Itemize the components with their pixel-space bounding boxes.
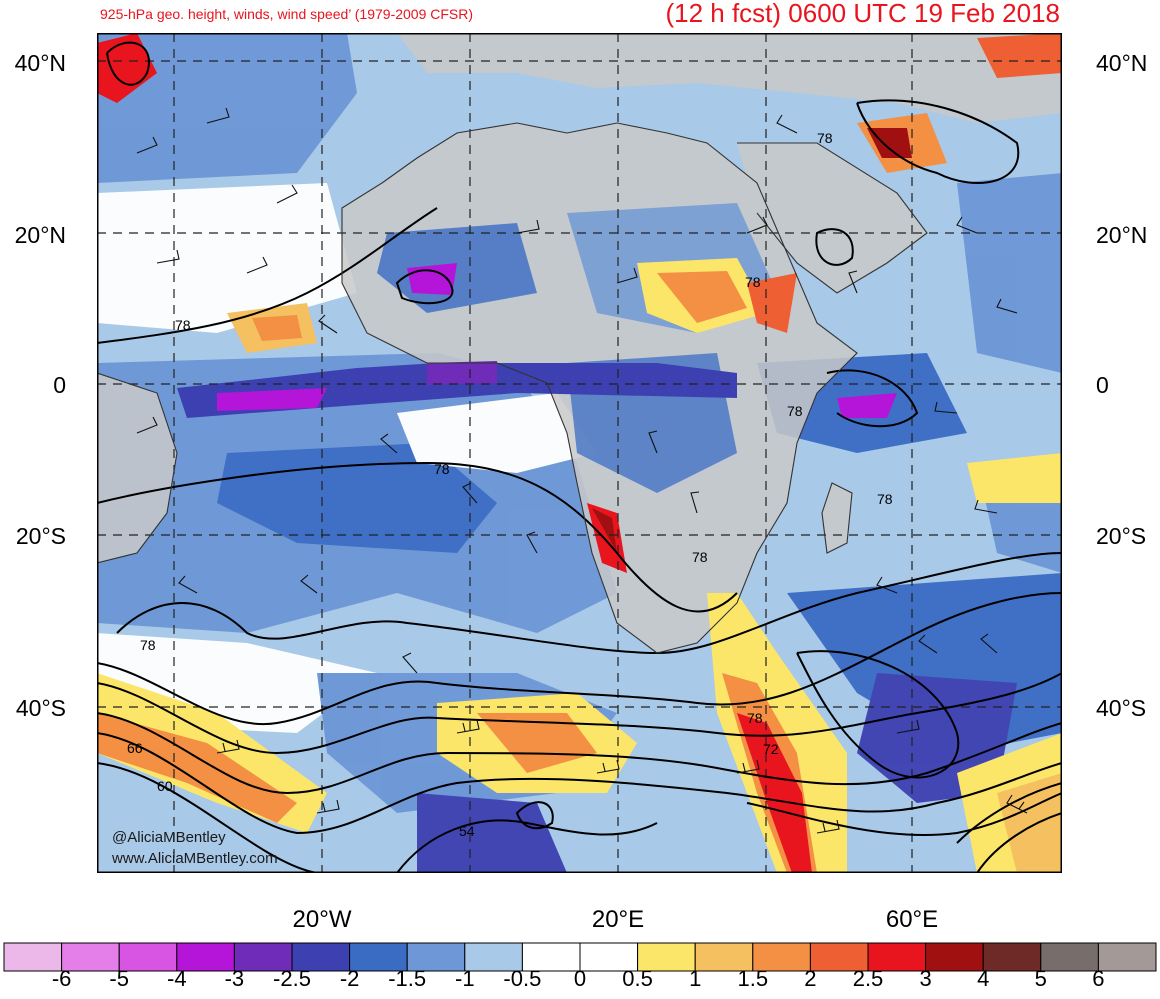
colorbar-swatch	[809, 942, 869, 972]
colorbar-swatch	[349, 942, 408, 972]
arabia	[737, 143, 927, 293]
colorbar-tick-label: -1	[455, 966, 475, 991]
south-america	[97, 373, 177, 563]
colorbar-tick-label: 6	[1092, 966, 1105, 991]
contour-label: 78	[434, 461, 450, 477]
colorbar-swatch	[579, 942, 639, 972]
lat-label-20n-right: 20°N	[1096, 222, 1148, 248]
wind-barbs	[136, 107, 1028, 834]
colorbar-tick-label: -6	[51, 966, 72, 991]
colorbar-tick-label: -0.5	[503, 966, 542, 991]
colorbar-swatch	[291, 942, 351, 972]
colorbar-tick-label: -4	[167, 966, 187, 991]
colorbar-tick-label: 0	[573, 966, 587, 991]
colorbar-swatch	[1040, 942, 1099, 972]
contour-label: 78	[692, 549, 708, 565]
colorbar-tick-label: 3	[919, 966, 932, 991]
colorbar-tick-label: 1.5	[737, 966, 769, 991]
colorbar-swatch	[464, 942, 523, 972]
colorbar-swatch	[867, 942, 927, 972]
lat-label-20s-right: 20°S	[1096, 523, 1147, 549]
colorbar-tick-label: 5	[1034, 966, 1047, 991]
lon-label-60e: 60°E	[885, 906, 939, 933]
coastlines	[97, 122, 928, 654]
credit-website: www.AliciaMBentley.com	[112, 850, 278, 867]
contour-label: 78	[140, 637, 156, 653]
colorbar-swatch	[982, 942, 1042, 972]
colorbar-swatch	[694, 942, 754, 972]
colorbar-swatch	[521, 942, 581, 972]
colorbar-tick-label: -1.5	[388, 966, 427, 991]
contour-label: 78	[877, 491, 893, 507]
colorbar-tick-label: 2	[804, 966, 817, 991]
colorbar-tick-label: -2.5	[273, 966, 311, 991]
credit-handle: @AliciaMBentley	[112, 829, 226, 846]
lat-label-40s-left: 40°S	[15, 695, 66, 721]
lat-label-20s-left: 20°S	[15, 523, 66, 549]
height-contours	[97, 41, 1062, 873]
colorbar-tick-label: -2	[339, 966, 360, 991]
wind-anomaly-map: 78 78 78 78 78 78 78 78 78 72 66 60 54	[97, 33, 1062, 873]
map-subtitle: 925-hPa geo. height, winds, wind speed’ …	[100, 6, 474, 22]
contour-label: 78	[747, 710, 763, 726]
contour-label: 72	[763, 741, 779, 757]
contour-label: 78	[817, 130, 833, 146]
colorbar-swatch	[61, 942, 120, 972]
colorbar	[3, 942, 1157, 972]
contour-label: 60	[157, 778, 173, 794]
colorbar-swatch	[233, 942, 293, 972]
lon-label-20w: 20°W	[292, 906, 352, 933]
lat-label-eq-left: 0	[53, 372, 66, 398]
colorbar-tick-label: 4	[977, 966, 990, 991]
positive-anomalies	[97, 33, 1062, 873]
contour-label: 78	[175, 317, 191, 333]
colorbar-swatch	[118, 942, 178, 972]
colorbar-tick-label: -5	[109, 966, 129, 991]
contour-label: 54	[459, 823, 475, 839]
contour-label: 78	[745, 274, 761, 290]
colorbar-swatch	[1097, 942, 1157, 972]
lat-label-40n-left: 40°N	[14, 50, 66, 76]
colorbar-swatch	[925, 942, 984, 972]
contour-label: 66	[127, 740, 143, 756]
lat-lon-grid	[97, 33, 1062, 873]
colorbar-swatch	[406, 942, 466, 972]
colorbar-tick-label: -3	[224, 966, 245, 991]
colorbar-swatch	[752, 942, 811, 972]
map-frame	[97, 33, 1062, 873]
colorbar-tick-label: 0.5	[622, 966, 653, 991]
forecast-time-title: (12 h fcst) 0600 UTC 19 Feb 2018	[665, 0, 1060, 28]
lat-label-40s-right: 40°S	[1096, 695, 1147, 721]
contour-label: 78	[787, 403, 803, 419]
lat-label-40n-right: 40°N	[1096, 50, 1148, 76]
lon-label-20e: 20°E	[591, 906, 645, 933]
lat-label-20n-left: 20°N	[14, 222, 66, 248]
madagascar	[822, 483, 852, 553]
colorbar-tick-label: 1	[689, 966, 702, 991]
contour-labels: 78 78 78 78 78 78 78 78 78 72 66 60 54	[127, 130, 893, 839]
lat-label-eq-right: 0	[1096, 372, 1109, 398]
colorbar-tick-label: 2.5	[852, 966, 884, 991]
